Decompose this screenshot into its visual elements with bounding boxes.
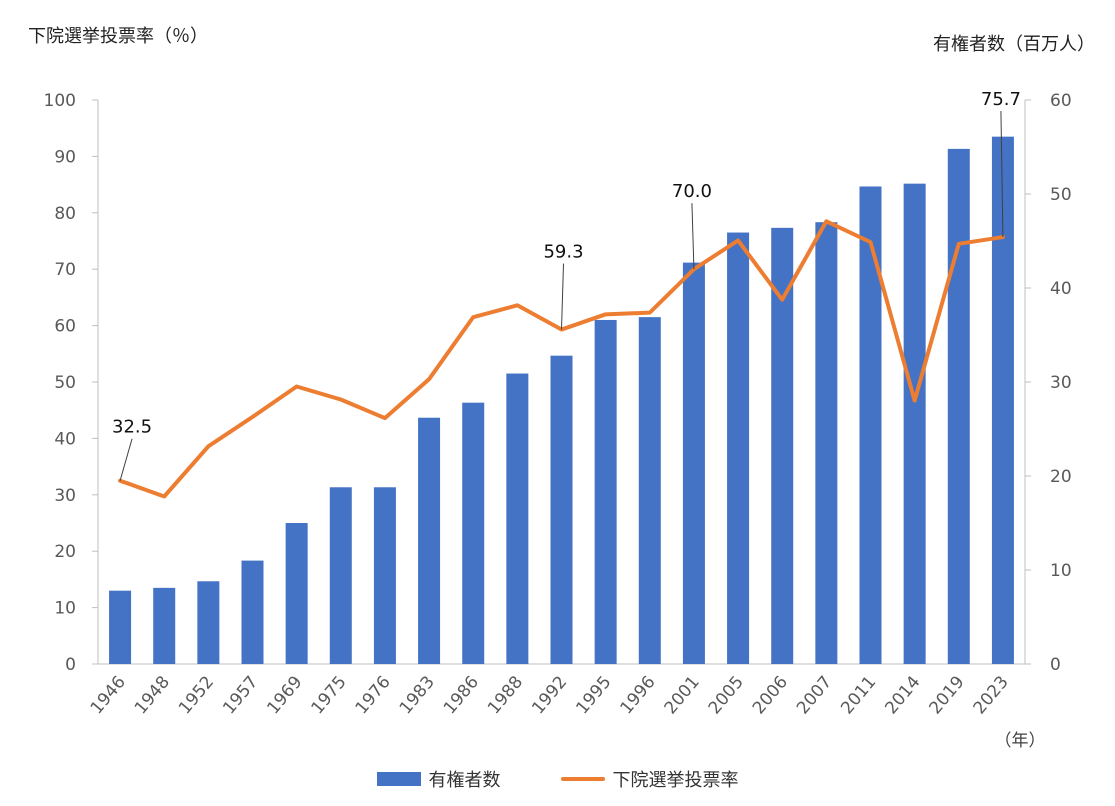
x-axis-title: （年） — [995, 731, 1046, 751]
x-tick-label: 1948 — [131, 672, 174, 718]
x-tick-label: 2019 — [925, 672, 968, 718]
right-tick-label: 60 — [1050, 91, 1072, 111]
bar-2019 — [947, 148, 970, 664]
annotation-leader-2001 — [691, 203, 695, 270]
bar-1975 — [329, 487, 352, 664]
x-tick-label: 1996 — [616, 672, 659, 718]
bar-1983 — [418, 417, 441, 664]
bar-1986 — [462, 402, 485, 664]
bar-1957 — [241, 560, 264, 664]
left-tick-label: 20 — [54, 542, 76, 562]
bar-1992 — [550, 355, 573, 664]
bar-1976 — [373, 487, 396, 664]
x-tick-label: 1952 — [175, 672, 218, 718]
right-tick-label: 50 — [1050, 185, 1072, 205]
x-tick-label: 2001 — [661, 672, 704, 718]
right-tick-label: 0 — [1050, 655, 1061, 675]
bar-1952 — [197, 581, 220, 664]
x-tick-label: 2006 — [749, 672, 792, 718]
left-tick-label: 40 — [54, 429, 76, 449]
left-tick-label: 10 — [54, 599, 76, 619]
bar-2023 — [991, 136, 1014, 664]
bar-2014 — [903, 183, 926, 664]
annotation-leader-1946 — [119, 438, 133, 481]
bar-1946 — [109, 590, 132, 664]
bar-2006 — [771, 227, 794, 664]
left-tick-label: 80 — [54, 204, 76, 224]
bar-2005 — [727, 232, 750, 665]
x-tick-label: 1992 — [528, 672, 571, 718]
annotation-label-2001: 70.0 — [672, 181, 712, 202]
legend-item-turnout: 下院選挙投票率 — [560, 766, 739, 792]
x-tick-label: 1983 — [396, 672, 439, 718]
x-tick-label: 1957 — [219, 672, 262, 718]
x-tick-label: 1995 — [572, 672, 615, 718]
bar-2001 — [682, 262, 705, 664]
x-tick-label: 1946 — [87, 672, 130, 718]
left-tick-label: 100 — [44, 91, 76, 111]
x-tick-label: 1969 — [263, 672, 306, 718]
x-tick-label: 2011 — [837, 672, 880, 718]
annotation-label-1946: 32.5 — [112, 417, 152, 438]
bar-1988 — [506, 373, 529, 664]
annotation-leader-1992 — [561, 263, 564, 330]
x-tick-label: 2014 — [881, 672, 924, 718]
annotation-label-2023: 75.7 — [981, 89, 1021, 110]
bar-1996 — [638, 317, 661, 664]
left-tick-label: 50 — [54, 373, 76, 393]
legend: 有権者数 下院選挙投票率 — [0, 766, 1115, 792]
left-tick-label: 30 — [54, 486, 76, 506]
annotation-leader-2023 — [1000, 111, 1004, 238]
legend-swatch-line — [560, 777, 605, 781]
left-tick-label: 90 — [54, 147, 76, 167]
bar-1969 — [285, 523, 308, 664]
right-tick-label: 40 — [1050, 279, 1072, 299]
x-tick-label: 1975 — [307, 672, 350, 718]
x-tick-label: 2007 — [793, 672, 836, 718]
bar-1995 — [594, 319, 617, 664]
right-tick-label: 10 — [1050, 561, 1072, 581]
right-tick-label: 30 — [1050, 373, 1072, 393]
bar-2011 — [859, 186, 882, 665]
bar-2007 — [815, 222, 838, 664]
left-tick-label: 70 — [54, 260, 76, 280]
legend-label-turnout: 下院選挙投票率 — [612, 770, 739, 791]
right-axis-title: 有権者数（百万人） — [933, 34, 1095, 55]
annotation-label-1992: 59.3 — [543, 242, 583, 263]
x-tick-label: 1988 — [484, 672, 527, 718]
left-axis-title: 下院選挙投票率（％） — [28, 26, 208, 47]
legend-label-voters: 有権者数 — [428, 770, 501, 791]
legend-swatch-bar — [376, 772, 421, 786]
left-tick-label: 0 — [65, 655, 76, 675]
left-tick-label: 60 — [54, 317, 76, 337]
legend-item-voters: 有権者数 — [376, 766, 501, 792]
x-tick-label: 2005 — [705, 672, 748, 718]
right-tick-label: 20 — [1050, 467, 1072, 487]
x-tick-label: 2023 — [970, 672, 1013, 718]
x-tick-label: 1986 — [440, 672, 483, 718]
x-tick-label: 1976 — [352, 672, 395, 718]
bar-1948 — [153, 587, 176, 664]
